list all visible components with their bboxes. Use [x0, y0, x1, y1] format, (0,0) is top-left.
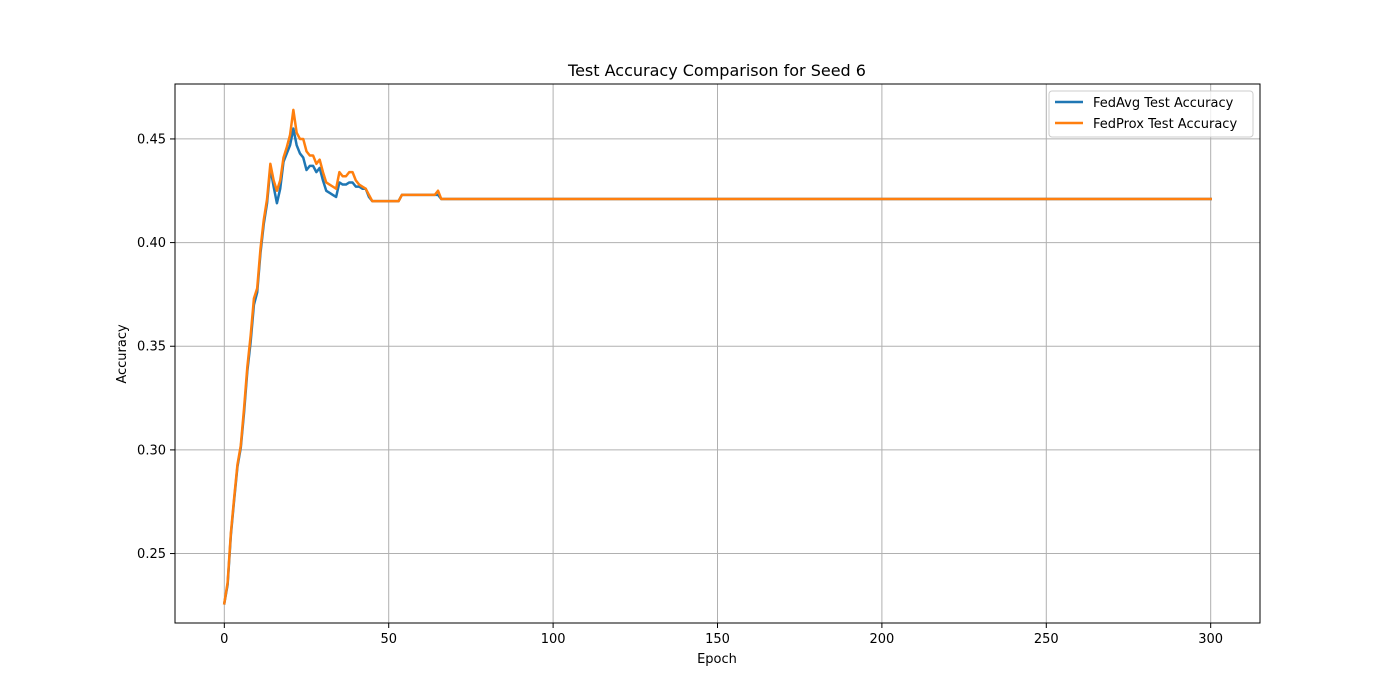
- chart-title: Test Accuracy Comparison for Seed 6: [567, 61, 866, 80]
- y-tick-label: 0.40: [137, 236, 166, 251]
- grid: [175, 84, 1260, 623]
- legend-box: [1048, 90, 1254, 138]
- legend-label-fedavg: FedAvg Test Accuracy: [1093, 96, 1234, 111]
- y-tick-label: 0.45: [137, 132, 166, 147]
- legend-label-fedprox: FedProx Test Accuracy: [1093, 117, 1237, 132]
- x-tick-label: 50: [380, 632, 397, 647]
- x-tick-label: 300: [1198, 632, 1223, 647]
- series-lines: [222, 108, 1212, 605]
- series-line-fedprox: [222, 108, 1212, 605]
- x-tick-label: 200: [869, 632, 894, 647]
- y-tick-label: 0.35: [137, 340, 166, 355]
- y-tick-label: 0.25: [137, 547, 166, 562]
- x-tick-label: 100: [541, 632, 566, 647]
- x-axis-label: Epoch: [697, 652, 737, 667]
- x-tick-label: 150: [705, 632, 730, 647]
- x-tick-label: 250: [1034, 632, 1059, 647]
- y-tick-label: 0.30: [137, 443, 166, 458]
- legend: FedAvg Test Accuracy FedProx Test Accura…: [1048, 90, 1254, 138]
- y-axis-ticks: 0.25 0.30 0.35 0.40 0.45: [137, 132, 175, 562]
- x-tick-label: 0: [220, 632, 228, 647]
- y-axis-label: Accuracy: [115, 324, 130, 384]
- x-axis-ticks: 0 50 100 150 200 250 300: [220, 623, 1223, 647]
